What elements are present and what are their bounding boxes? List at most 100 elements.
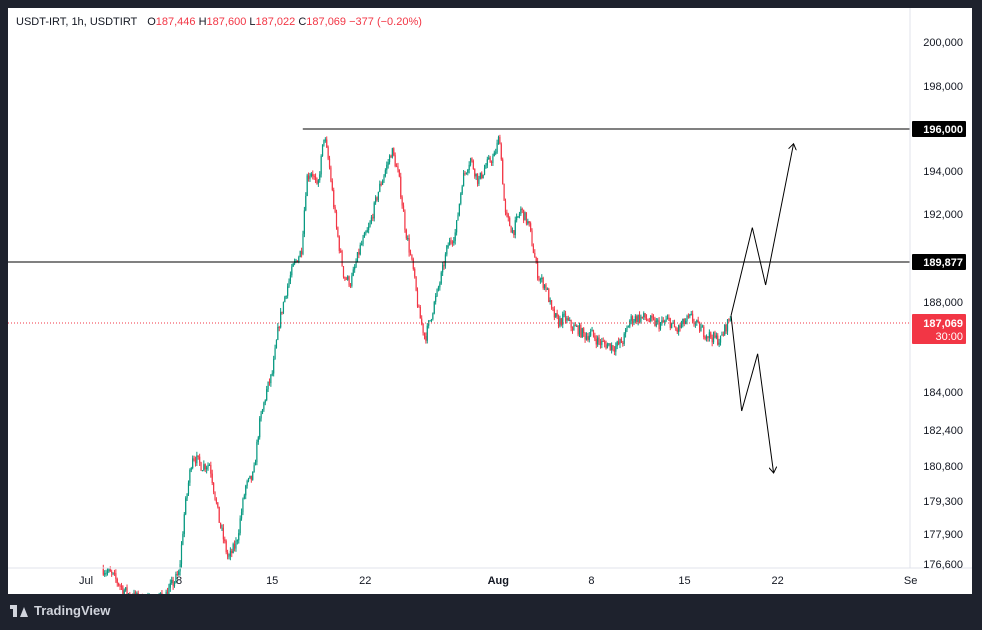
candle-body [690,313,692,315]
candle-body [641,316,643,318]
candle-body [391,148,393,158]
candle-body [254,462,257,466]
candle-body [559,318,561,327]
levels-layer [8,128,910,324]
candle-body [560,318,562,325]
candle-body [708,332,710,338]
symbol-name[interactable]: USDT-IRT [16,16,66,28]
price-chart[interactable]: 200,000 198,000 194,000 192,000 188,000 184,0… [8,8,972,594]
candle-body [704,337,706,339]
candle-body [492,156,494,163]
candle-body [358,252,360,255]
candle-body [696,320,698,323]
candle-body [105,572,107,574]
candle-body [313,176,315,178]
candle-body [175,574,177,583]
candle-body [556,313,558,317]
candle-body [338,236,340,251]
candle-body [173,582,176,587]
candle-body [562,314,564,325]
candle-body [518,213,521,217]
candle-body [270,374,272,384]
candle-body [637,314,639,323]
candle-body [517,216,519,218]
candle-body [102,568,104,575]
candle-body [284,296,286,303]
candle-body [675,327,677,330]
candle-body [238,533,240,541]
candle-body [664,321,666,323]
candle-body [372,217,374,219]
candle-body [478,178,480,184]
candle-body [608,343,610,345]
candle-body [553,309,555,318]
candle-body [467,170,469,173]
candle-body [349,285,352,287]
candle-body [436,289,438,296]
candle-body [373,202,375,219]
candle-body [629,320,631,327]
high-value: 187,600 [206,16,247,28]
tradingview-logo[interactable]: TradingView [10,603,110,618]
close-value: 187,069 [306,16,347,28]
candle-body [661,320,663,324]
candle-body [369,222,371,227]
candle-body [201,470,204,472]
projection-down-line [730,315,774,473]
candle-body [590,331,592,336]
candle-body [194,459,197,464]
close-label: C [298,16,307,28]
candle-body [229,550,231,557]
candle-body [714,332,716,338]
candle-body [588,335,590,340]
y-tick-label: 188,000 [923,297,963,309]
y-tick-label: 184,000 [923,387,963,399]
candle-body [458,203,460,216]
candle-body [442,264,444,273]
candle-body [370,217,373,223]
candle-body [687,316,690,318]
candle-body [264,400,266,403]
candle-body [472,160,474,170]
candle-body [331,181,333,191]
candle-body [726,319,729,332]
interval[interactable]: 1h [71,16,84,28]
candle-body [393,148,395,156]
candle-body [623,333,625,344]
candle-body [718,342,720,345]
candle-body [657,320,659,322]
candle-body [676,329,678,332]
candle-body [662,320,664,322]
candle-body [486,159,488,166]
candle-body [644,313,646,319]
candle-body [510,226,512,233]
candle-body [204,464,206,470]
candle-body [298,257,300,263]
candle-body [567,318,569,321]
candle-body [722,334,724,336]
chart-area[interactable]: 200,000 198,000 194,000 192,000 188,000 184,0… [8,8,972,594]
candle-body [252,471,254,480]
candle-body [271,373,273,375]
candle-body [267,381,269,390]
candle-body [282,302,285,313]
candle-body [190,468,192,470]
candle-body [196,455,198,464]
candle-body [626,327,628,331]
candle-body [701,326,703,328]
candle-body [285,295,287,297]
candle-body [299,251,301,258]
candle-body [671,323,673,328]
projection-up-line [730,144,794,316]
candle-body [359,244,361,255]
candle-body [652,317,655,319]
candle-body [479,172,481,179]
candle-body [280,311,282,328]
candle-body [419,307,421,319]
candle-body [111,571,113,573]
candle-body [587,336,589,340]
candle-body [697,320,699,323]
candle-body [563,313,565,315]
candle-body [365,232,367,234]
candle-body [180,544,183,565]
